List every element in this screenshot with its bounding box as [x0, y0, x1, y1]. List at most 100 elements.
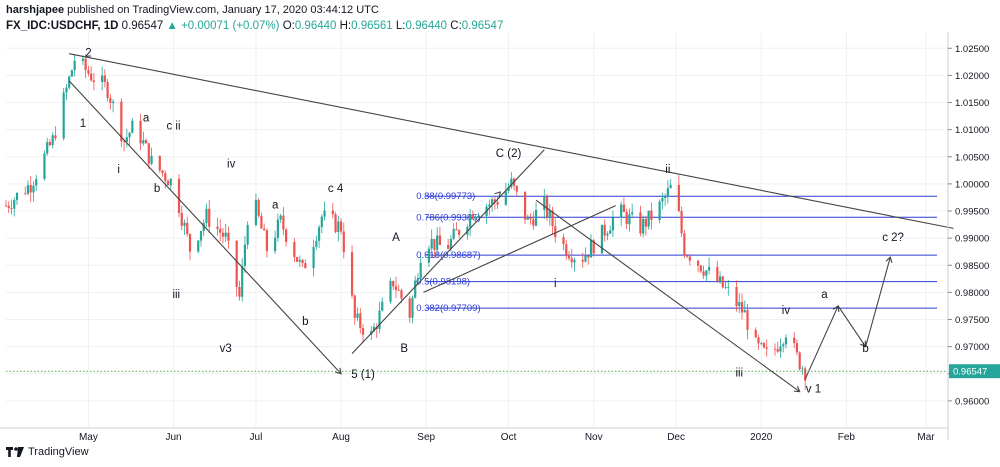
- candle-body-183: [705, 270, 708, 276]
- wave-label-19: iii: [735, 367, 743, 379]
- close-value: 0.96547: [461, 20, 504, 32]
- candle-body-201: [776, 348, 779, 352]
- candle-body-140: [543, 196, 546, 210]
- open-label: O:: [282, 20, 295, 32]
- y-tick-label-10: 0.97500: [955, 315, 989, 326]
- trendline-2: [535, 199, 801, 393]
- candle-body-194: [746, 310, 749, 330]
- candle-body-52: [202, 223, 205, 232]
- candle-body-151: [584, 255, 587, 262]
- candle-body-139: [534, 209, 538, 226]
- candle-body-11: [46, 142, 49, 154]
- low-label: L:: [395, 20, 406, 32]
- candle-body-66: [257, 199, 260, 216]
- candle-body-78: [301, 259, 304, 264]
- candle-body-111: [430, 238, 433, 249]
- candle-body-108: [416, 278, 420, 281]
- ohlc-line: FX_IDC:USDCHF, 1D 0.96547 ▲ +0.00071 (+0…: [6, 18, 503, 34]
- candle-body-18: [70, 70, 74, 77]
- candle-body-26: [103, 75, 106, 83]
- candle-body-199: [765, 347, 768, 349]
- candle-body-115: [447, 244, 450, 249]
- candle-body-137: [529, 217, 532, 220]
- candle-body-51: [199, 231, 203, 241]
- candle-body-45: [177, 178, 181, 214]
- publish-info: published on TradingView.com, January 17…: [67, 4, 379, 16]
- candle-body-85: [331, 210, 334, 215]
- candle-body-168: [647, 210, 650, 227]
- tradingview-brand[interactable]: TradingView: [28, 446, 89, 458]
- candle-body-145: [562, 237, 565, 245]
- candle-body-69: [265, 230, 269, 252]
- candle-body-107: [414, 280, 417, 298]
- candle-body-182: [702, 271, 705, 276]
- chart-header: harshjapee published on TradingView.com,…: [6, 2, 503, 34]
- candle-body-118: [455, 229, 458, 231]
- y-tick-label-7: 0.99000: [955, 234, 989, 245]
- wave-label-2: a: [143, 113, 150, 125]
- candle-body-87: [337, 221, 340, 233]
- fib-label-3: 0.5(0.98198): [416, 277, 470, 288]
- candle-body-28: [109, 97, 112, 103]
- y-tick-label-5: 1.00000: [955, 179, 989, 190]
- candle-body-34: [131, 120, 134, 133]
- candle-body-128: [493, 199, 496, 203]
- candle-body-114: [438, 235, 442, 245]
- wave-label-4: i: [117, 164, 120, 176]
- wave-label-18: iv: [782, 305, 791, 317]
- wave-label-13: 5 (1): [351, 369, 375, 381]
- candle-body-112: [433, 238, 436, 250]
- candle-body-100: [389, 280, 392, 302]
- footer: TradingView: [6, 446, 89, 458]
- candle-body-129: [496, 202, 499, 205]
- candle-body-40: [158, 155, 161, 171]
- last-price: 0.96547: [121, 20, 164, 32]
- candle-body-92: [356, 313, 359, 318]
- candle-body-179: [688, 256, 691, 261]
- candle-body-146: [565, 244, 568, 256]
- candle-body-68: [263, 228, 266, 231]
- candle-body-35: [139, 120, 142, 144]
- candle-body-82: [317, 227, 321, 241]
- candle-body-152: [587, 255, 590, 258]
- projection-arrow-2: [885, 256, 893, 264]
- candle-body-19: [73, 60, 76, 71]
- candle-body-200: [773, 348, 777, 350]
- candle-body-122: [471, 214, 474, 219]
- projection-leg-0: [804, 305, 839, 380]
- candle-body-177: [683, 233, 686, 256]
- candle-body-209: [804, 368, 807, 381]
- candle-body-13: [51, 135, 54, 146]
- x-tick-label-7: Dec: [667, 432, 685, 443]
- candle-body-57: [221, 232, 225, 237]
- candle-body-176: [680, 210, 683, 234]
- y-tick-label-0: 1.02500: [955, 44, 989, 55]
- time-axis[interactable]: May Jun Jul Aug Sep Oct Nov Dec 2020 Feb Mar: [0, 427, 948, 443]
- candle-body-126: [488, 204, 491, 207]
- projection-leg-1: [837, 305, 867, 347]
- wave-label-14: B: [400, 343, 408, 355]
- trendline-0: [69, 53, 954, 229]
- y-tick-label-8: 0.98500: [955, 261, 989, 272]
- candle-body-159: [611, 217, 615, 231]
- candle-body-130: [504, 191, 507, 205]
- candle-body-3: [13, 200, 16, 209]
- candle-body-205: [793, 337, 796, 344]
- wave-label-5: b: [154, 183, 160, 195]
- candle-body-138: [532, 219, 535, 226]
- tradingview-logo-icon: [6, 447, 24, 457]
- price-axis[interactable]: 1.02500 1.02000 1.01500 1.01000 1.00500 1.000…: [6, 32, 1000, 440]
- candle-body-93: [359, 313, 362, 329]
- candle-body-1: [7, 205, 10, 209]
- candle-body-24: [92, 80, 95, 83]
- candle-body-81: [315, 240, 318, 247]
- candle-body-171: [661, 198, 664, 202]
- candle-body-173: [666, 188, 669, 197]
- candle-body-191: [738, 302, 741, 306]
- high-label: H:: [339, 20, 352, 32]
- fib-label-4: 0.382(0.97709): [416, 303, 480, 314]
- candle-body-96: [372, 326, 376, 332]
- x-tick-label-10: Mar: [917, 432, 935, 443]
